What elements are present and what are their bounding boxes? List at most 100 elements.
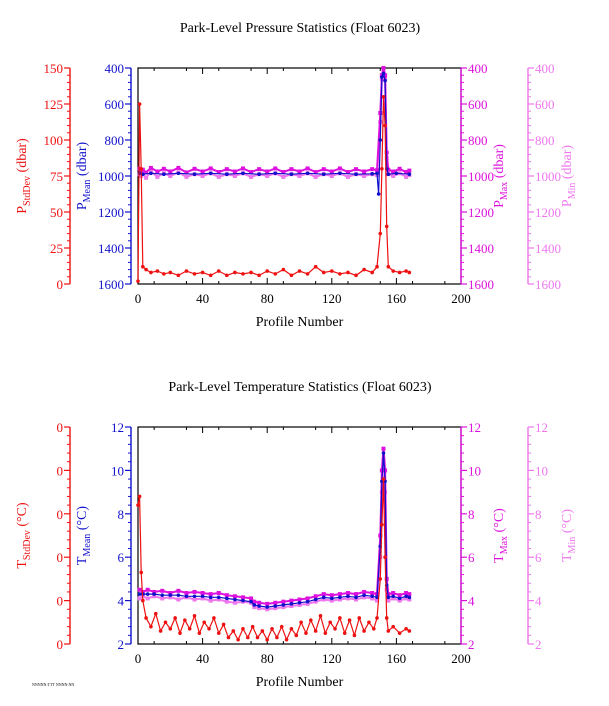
- data-point-max: [176, 588, 181, 593]
- data-point-stddev: [141, 598, 145, 603]
- data-point-max: [391, 169, 396, 174]
- data-point-max: [240, 595, 245, 600]
- data-point-stddev: [378, 231, 383, 236]
- data-point-mean: [383, 78, 387, 83]
- data-point-stddev: [200, 270, 205, 275]
- data-point-stddev: [294, 633, 299, 638]
- data-point-stddev: [270, 627, 274, 631]
- data-point-min: [273, 606, 278, 611]
- y-tick-label-max: 8: [468, 507, 475, 522]
- temperature-chart: Park-Level Temperature Statistics (Float…: [15, 380, 578, 690]
- x-tick-label: 40: [196, 651, 209, 666]
- data-point-stddev: [139, 167, 144, 171]
- data-point-max: [321, 167, 326, 172]
- y-axis-label-main: P: [560, 199, 575, 207]
- data-point-stddev: [192, 272, 197, 276]
- data-point-mean: [265, 605, 270, 609]
- y-tick-label-max: 2: [468, 637, 475, 652]
- data-point-mean: [216, 595, 221, 600]
- y-tick-label-mean: 1400: [98, 241, 124, 256]
- data-point-stddev: [381, 95, 386, 99]
- y-tick-label-stddev: 150: [44, 61, 64, 76]
- y-axis-label-main: T: [560, 553, 575, 562]
- y-tick-label-max: 600: [468, 97, 488, 112]
- data-point-min: [145, 596, 150, 601]
- data-point-min: [168, 595, 173, 600]
- data-point-stddev: [241, 627, 245, 631]
- data-point-mean: [192, 594, 197, 599]
- data-point-mean: [141, 172, 145, 176]
- y-tick-label-stddev: 50: [50, 205, 63, 220]
- data-point-max: [155, 169, 160, 174]
- data-point-min: [404, 596, 409, 601]
- data-point-max: [281, 170, 286, 175]
- x-tick-label: 120: [322, 651, 342, 666]
- data-point-mean: [375, 595, 379, 600]
- y-tick-label-stddev: 0: [57, 594, 64, 609]
- data-point-stddev: [137, 494, 142, 499]
- y-axis-label-min: TMin (°C): [560, 509, 578, 562]
- data-point-min: [313, 599, 318, 604]
- data-point-stddev: [289, 627, 294, 631]
- data-point-max: [379, 73, 384, 78]
- data-point-stddev: [255, 635, 260, 640]
- data-point-stddev: [391, 624, 395, 629]
- data-point-min: [378, 555, 383, 560]
- data-point-mean: [176, 171, 181, 176]
- chart-title: Park-Level Pressure Statistics (Float 60…: [180, 21, 421, 36]
- data-point-min: [362, 174, 367, 178]
- data-point-stddev: [304, 631, 308, 635]
- y-axis-label-main: T: [15, 560, 30, 569]
- data-point-stddev: [149, 624, 153, 629]
- data-point-stddev: [407, 629, 412, 633]
- data-point-max: [160, 588, 165, 593]
- y-tick-label-stddev: 0: [57, 550, 64, 565]
- y-axis-label-main: P: [75, 202, 90, 210]
- y-axis-label-main: P: [15, 206, 30, 214]
- data-point-stddev: [197, 631, 202, 635]
- y-axis-label-sub: Mean: [82, 180, 93, 203]
- series-stddev: [136, 477, 412, 642]
- data-point-stddev: [347, 618, 352, 622]
- data-point-min: [321, 597, 326, 602]
- data-point-stddev: [163, 620, 168, 625]
- data-point-max: [379, 468, 384, 473]
- data-point-max: [313, 594, 318, 599]
- data-point-min: [397, 598, 402, 603]
- data-point-max: [305, 166, 310, 171]
- data-point-mean: [354, 595, 358, 600]
- data-point-stddev: [216, 269, 221, 273]
- data-point-max: [407, 168, 412, 173]
- data-point-stddev: [139, 570, 144, 575]
- data-point-mean: [273, 171, 278, 176]
- data-point-mean: [338, 171, 342, 176]
- data-point-stddev: [279, 624, 284, 629]
- data-point-min: [200, 174, 205, 178]
- data-point-max: [381, 446, 386, 451]
- x-tick-label: 120: [322, 291, 342, 306]
- data-point-mean: [281, 603, 286, 607]
- data-point-max: [345, 170, 350, 175]
- data-point-max: [252, 599, 257, 604]
- x-tick-label: 200: [451, 291, 471, 306]
- data-point-max: [370, 167, 375, 172]
- data-point-stddev: [397, 270, 402, 275]
- y-tick-label-max: 6: [468, 550, 475, 565]
- data-point-mean: [252, 603, 257, 607]
- y-axis-label-unit: (°C): [75, 506, 90, 534]
- data-point-max: [161, 166, 166, 171]
- footer-text: NNNNN:TTT NNNN:NN: [32, 682, 74, 687]
- data-point-mean: [225, 596, 229, 601]
- data-point-min: [281, 605, 286, 610]
- y-tick-label-min: 8: [535, 507, 542, 522]
- data-point-stddev: [184, 269, 189, 273]
- data-point-stddev: [173, 616, 177, 620]
- data-point-max: [404, 591, 409, 596]
- data-point-mean: [249, 599, 253, 604]
- data-point-max: [381, 66, 386, 70]
- data-point-max: [370, 591, 375, 596]
- y-tick-label-mean: 6: [118, 550, 125, 565]
- data-point-min: [160, 596, 165, 601]
- data-point-stddev: [284, 637, 289, 642]
- data-point-stddev: [323, 631, 328, 635]
